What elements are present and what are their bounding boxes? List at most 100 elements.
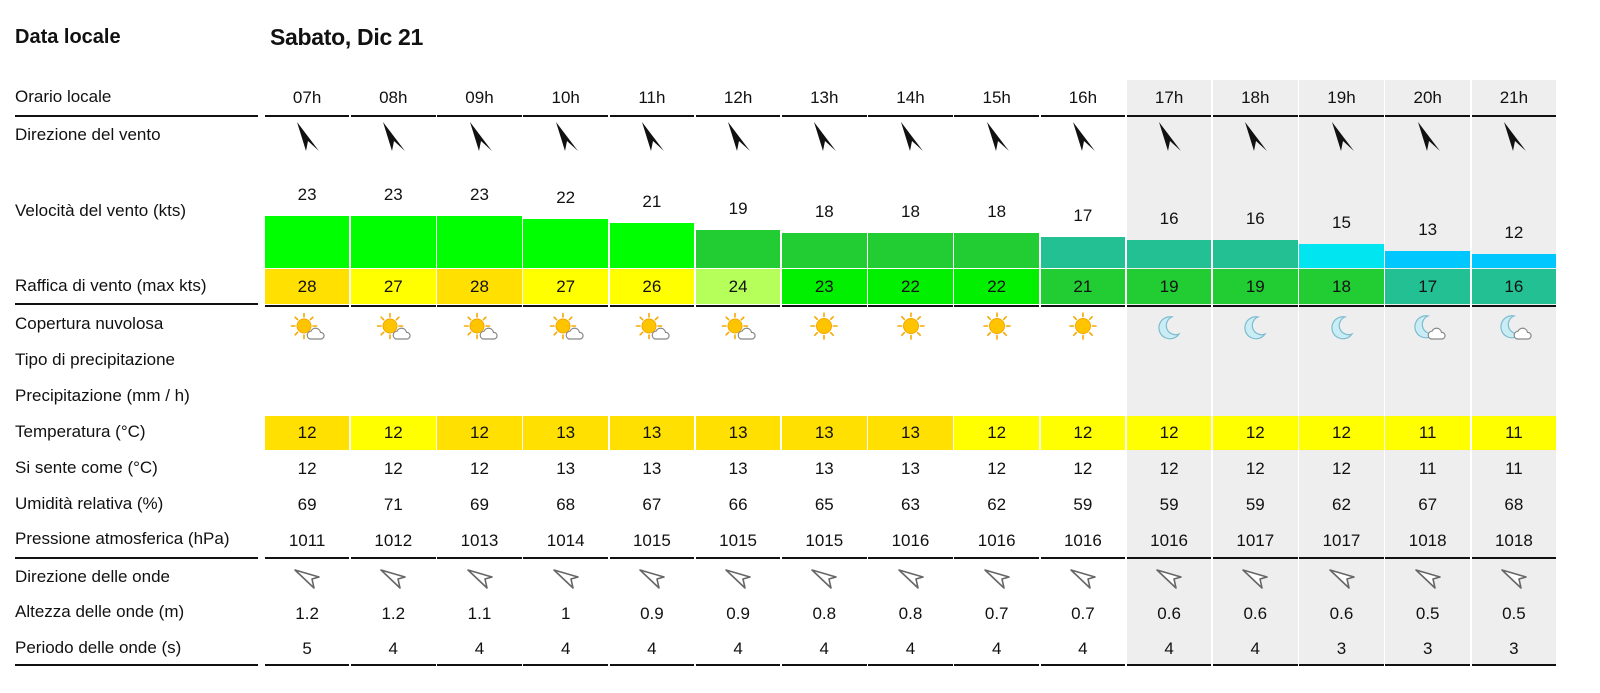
pressure-cell: 1016 <box>977 531 1016 550</box>
temperature-cell: 13 <box>695 416 781 450</box>
wind-direction-arrow-icon <box>810 120 838 154</box>
wave-period-cell: 4 <box>560 639 571 658</box>
feels-like-cell: 12 <box>470 459 489 478</box>
wind-speed-bar <box>609 223 695 268</box>
pressure-underline <box>695 557 781 559</box>
moon-cloud-icon <box>1408 310 1448 344</box>
hours-underline <box>695 115 781 117</box>
wind-speed-value: 23 <box>470 185 489 204</box>
wave-period-underline <box>437 664 522 666</box>
pressure-cell: 1012 <box>374 531 413 550</box>
pressure-underline <box>1126 557 1212 559</box>
sun-cloud-icon <box>718 310 758 344</box>
row-label-temperature: Temperatura (°C) <box>15 422 146 441</box>
feels-like-cell: 12 <box>987 459 1007 478</box>
hour-cell: 08h <box>379 88 408 107</box>
humidity-cell: 66 <box>728 495 748 514</box>
row-label-wind-direction: Direzione del vento <box>15 125 161 144</box>
hour-cell: 21h <box>1499 88 1529 107</box>
wave-height-cell: 0.8 <box>898 604 923 623</box>
wave-direction-arrow-icon <box>1499 563 1529 591</box>
hour-cell: 17h <box>1154 88 1184 107</box>
hours-underline <box>1126 115 1212 117</box>
gust-cell: 16 <box>1471 269 1557 304</box>
wave-period-underline <box>1212 664 1298 666</box>
feels-like-cell: 13 <box>814 459 834 478</box>
wind-speed-bar <box>695 230 781 268</box>
wind-speed-bar <box>1212 240 1298 268</box>
wind-speed-value: 16 <box>1245 209 1265 228</box>
pressure-cell: 1015 <box>719 531 757 550</box>
hour-cell: 16h <box>1068 88 1098 107</box>
wind-speed-value: 12 <box>1504 223 1524 242</box>
pressure-underline <box>350 557 436 559</box>
gust-cell: 19 <box>1126 269 1212 304</box>
wave-period-cell: 4 <box>991 639 1002 658</box>
sun-cloud-icon <box>287 310 327 344</box>
wind-speed-bar <box>868 233 953 268</box>
pressure-underline <box>1040 557 1126 559</box>
wind-speed-bar <box>954 233 1040 268</box>
wave-period-cell: 4 <box>1250 639 1261 658</box>
temperature-cell: 13 <box>609 416 695 450</box>
gust-underline <box>868 305 953 307</box>
temperature-cell: 13 <box>868 416 953 450</box>
hour-cell: 18h <box>1241 88 1270 107</box>
pressure-underline <box>264 557 350 559</box>
row-label-wave-direction: Direzione delle onde <box>15 567 170 586</box>
temperature-cell: 12 <box>1040 416 1126 450</box>
temperature-cell: 12 <box>1126 416 1212 450</box>
wind-direction-arrow-icon <box>293 120 321 154</box>
wave-height-cell: 0.7 <box>984 604 1009 623</box>
hour-cell: 11h <box>638 88 666 107</box>
hours-underline <box>954 115 1040 117</box>
wave-height-cell: 0.5 <box>1502 604 1526 623</box>
wind-speed-bar <box>1299 244 1384 268</box>
feels-like-cell: 12 <box>1073 459 1093 478</box>
wind-direction-arrow-icon <box>1414 120 1442 154</box>
sun-cloud-icon <box>546 310 586 344</box>
wind-direction-arrow-icon <box>1241 120 1269 154</box>
row-label-hours: Orario locale <box>15 87 112 106</box>
pressure-underline <box>1471 557 1557 559</box>
wave-period-cell: 4 <box>905 639 916 658</box>
night-column-bg <box>1212 80 1298 666</box>
wind-direction-arrow-icon <box>1328 120 1356 154</box>
gust-underline <box>1385 305 1471 307</box>
hour-cell: 10h <box>551 88 580 107</box>
humidity-cell: 62 <box>987 495 1007 514</box>
wave-period-cell: 4 <box>474 639 485 658</box>
wind-speed-value: 19 <box>728 199 748 218</box>
gust-cell: 28 <box>264 269 350 304</box>
row-label-cloud-cover: Copertura nuvolosa <box>15 314 164 333</box>
night-column-bg <box>1299 80 1384 666</box>
night-column-bg <box>1385 80 1471 666</box>
wave-period-underline <box>781 664 867 666</box>
wind-speed-value: 13 <box>1418 220 1438 239</box>
wave-period-cell: 4 <box>1078 639 1088 658</box>
pressure-cell: 1015 <box>805 531 844 550</box>
hours-underline <box>1040 115 1126 117</box>
hour-cell: 12h <box>723 88 753 107</box>
hours-underline <box>1385 115 1471 117</box>
row-label-wind-speed: Velocità del vento (kts) <box>15 201 187 220</box>
gust-cell: 19 <box>1212 269 1298 304</box>
hours-underline <box>781 115 867 117</box>
wind-speed-value: 21 <box>642 192 662 211</box>
wind-speed-bar <box>1385 251 1471 268</box>
wave-period-cell: 5 <box>302 639 312 658</box>
hours-underline <box>1471 115 1557 117</box>
wave-period-underline <box>1299 664 1384 666</box>
feels-like-cell: 12 <box>1332 459 1351 478</box>
wave-period-underline <box>523 664 609 666</box>
wave-direction-arrow-icon <box>1068 563 1098 591</box>
divider-pressure <box>15 557 258 559</box>
wind-direction-arrow-icon <box>724 120 752 154</box>
wind-direction-arrow-icon <box>1500 120 1528 154</box>
wave-direction-arrow-icon <box>1327 563 1357 591</box>
wind-speed-bar <box>1471 254 1557 268</box>
pressure-underline <box>781 557 867 559</box>
gust-cell: 27 <box>523 269 609 304</box>
wave-period-underline <box>1385 664 1471 666</box>
wave-direction-arrow-icon <box>723 563 753 591</box>
